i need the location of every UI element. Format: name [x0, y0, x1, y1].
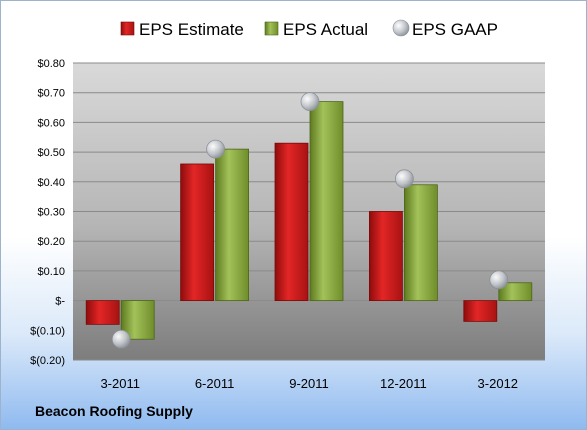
- bar-eps-estimate: [274, 142, 309, 302]
- company-name: Beacon Roofing Supply: [35, 403, 193, 419]
- y-tick-label: $(0.20): [30, 355, 65, 367]
- legend-label: EPS Actual: [283, 20, 368, 39]
- x-tick-label: 3-2012: [478, 376, 518, 391]
- bar-eps-estimate: [463, 300, 498, 322]
- x-axis: 3-2011 6-2011 9-2011 12-2011 3-2012: [100, 376, 518, 391]
- y-axis: $0.80 $0.70 $0.60 $0.50 $0.40 $0.30 $0.20 $0.10…: [30, 58, 65, 367]
- x-tick-label: 3-2011: [100, 376, 140, 391]
- marker-eps-gaap: [300, 92, 320, 112]
- bar-eps-actual: [403, 184, 438, 302]
- x-tick-label: 9-2011: [289, 376, 329, 391]
- bars: [85, 101, 533, 340]
- legend: EPS Estimate EPS Actual EPS GAAP: [120, 19, 498, 39]
- bar-eps-estimate: [85, 300, 120, 325]
- y-tick-label: $-: [55, 296, 65, 308]
- y-tick-label: $0.60: [37, 117, 65, 129]
- bar-eps-estimate: [368, 211, 403, 301]
- marker-eps-gaap: [111, 329, 131, 349]
- marker-eps-gaap: [489, 270, 509, 290]
- x-tick-label: 6-2011: [195, 376, 235, 391]
- legend-swatch: [264, 21, 279, 36]
- y-tick-label: $0.10: [37, 266, 65, 278]
- legend-swatch: [392, 19, 410, 37]
- y-tick-label: $(0.10): [30, 325, 65, 337]
- bar-eps-actual: [215, 148, 250, 302]
- y-tick-label: $0.40: [37, 177, 65, 189]
- x-tick-label: 12-2011: [380, 376, 427, 391]
- y-tick-label: $0.30: [37, 207, 65, 219]
- y-tick-label: $0.50: [37, 147, 65, 159]
- legend-swatch: [120, 21, 135, 36]
- y-tick-label: $0.70: [37, 88, 65, 100]
- bar-eps-estimate: [180, 163, 215, 301]
- legend-label: EPS Estimate: [139, 20, 244, 39]
- gaap-markers: [111, 92, 509, 349]
- legend-label: EPS GAAP: [412, 20, 498, 39]
- bar-eps-actual: [309, 101, 344, 302]
- bar-eps-actual: [498, 282, 533, 301]
- y-tick-label: $0.20: [37, 236, 65, 248]
- y-tick-label: $0.80: [37, 58, 65, 70]
- marker-eps-gaap: [206, 139, 226, 159]
- marker-eps-gaap: [394, 169, 414, 189]
